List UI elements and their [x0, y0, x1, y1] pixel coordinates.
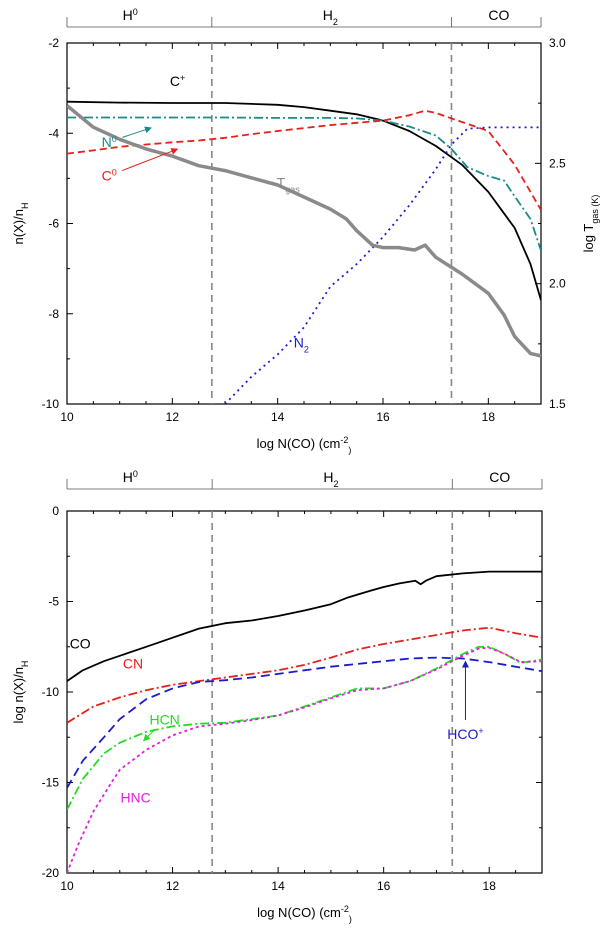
y2-tick-label: 2.0: [549, 277, 566, 291]
series-label: CN: [123, 655, 143, 671]
series-label: Tgas: [277, 174, 301, 194]
series-label: C+: [170, 73, 185, 89]
chart-panel-1: H0 H2 CO 10 12 14 16 18 -10 -8 -6 -4 -2 1.5 2.0 2.5 3.0 l…: [11, 7, 600, 455]
zone-label: H0: [123, 469, 138, 485]
x-tick-label: 18: [483, 879, 497, 893]
plot-frame: [66, 510, 543, 874]
x-tick-label: 14: [271, 410, 285, 424]
series-line-co: [67, 570, 542, 682]
y-tick-label: -10: [42, 397, 60, 411]
series-line-c-: [67, 100, 541, 301]
zone-label: CO: [489, 469, 510, 485]
y-tick-label: 0: [52, 504, 59, 518]
x-tick-label: 16: [377, 879, 391, 893]
y-tick-label: -6: [48, 217, 59, 231]
zone-label: H2: [323, 469, 338, 489]
y-tick-label: -20: [42, 866, 60, 880]
y-axis-label: n(X)/nH: [11, 203, 30, 245]
label-arrow: [122, 126, 152, 138]
y2-tick-label: 3.0: [549, 36, 566, 50]
series-line-hco-: [67, 656, 542, 789]
series-label: N0: [102, 134, 117, 150]
series-label: HCO+: [447, 726, 483, 742]
series-label: HCN: [149, 712, 179, 728]
label-arrow: [122, 148, 179, 172]
zone-label: H2: [323, 7, 338, 27]
y-tick-label: -2: [48, 36, 59, 50]
y-tick-label: -15: [42, 776, 60, 790]
series-label: N2: [294, 335, 309, 355]
x-tick-label: 18: [482, 410, 496, 424]
y-tick-label: -8: [48, 307, 59, 321]
y-tick-label: -4: [48, 126, 59, 140]
x-tick-label: 10: [60, 879, 74, 893]
x-axis-label: log N(CO) (cm-2): [257, 904, 352, 924]
y-tick-label: -10: [42, 685, 60, 699]
y2-tick-label: 1.5: [549, 397, 566, 411]
chart-panel-2: H0 H2 CO 10 12 14 16 18 -20 -15 -10 -5 0 log N(CO) (c…: [11, 469, 543, 924]
y-axis-label: log n(X)/nH: [11, 661, 30, 724]
x-tick-label: 10: [60, 410, 74, 424]
series-label: C0: [102, 168, 117, 184]
x-tick-label: 12: [166, 879, 180, 893]
label-arrow: [143, 729, 156, 742]
zone-label: H0: [123, 7, 138, 23]
series-line-tgas: [67, 104, 541, 358]
series-label: CO: [70, 636, 91, 652]
series-line-n2: [224, 126, 541, 404]
series-line-hnc: [67, 646, 542, 873]
x-axis-label: log N(CO) (cm-2): [257, 435, 352, 455]
y2-axis-label: log Tgas (K): [581, 195, 600, 253]
series-line-cn: [67, 626, 542, 724]
series-label: HNC: [120, 789, 150, 805]
x-tick-label: 12: [166, 410, 180, 424]
y2-tick-label: 2.5: [549, 156, 566, 170]
series-line-hcn: [67, 645, 542, 811]
y-tick-label: -5: [48, 595, 59, 609]
zone-label: CO: [488, 7, 509, 23]
series-line-n0: [67, 116, 541, 251]
x-tick-label: 14: [271, 879, 285, 893]
x-tick-label: 16: [376, 410, 390, 424]
